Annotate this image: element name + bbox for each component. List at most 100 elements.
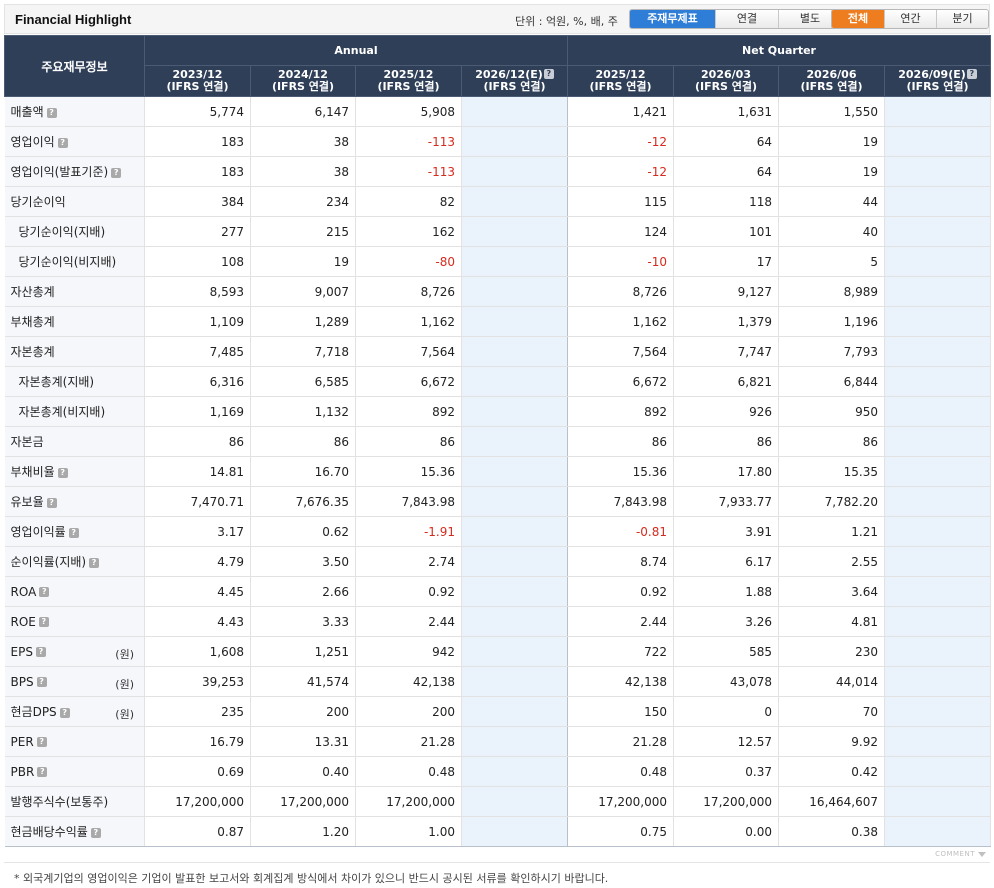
- period-quarter-button[interactable]: 분기: [936, 10, 988, 28]
- help-icon[interactable]: ?: [68, 527, 79, 538]
- table-cell: 1,379: [673, 306, 780, 337]
- table-cell: 17,200,000: [567, 786, 675, 817]
- table-cell: 0.38: [778, 816, 886, 847]
- table-cell: 3.91: [673, 516, 780, 547]
- row-label-cell: 순이익률(지배)?: [4, 546, 145, 577]
- statement-consolidated-button[interactable]: 연결: [715, 10, 778, 28]
- row-label: ROE: [10, 614, 36, 629]
- table-cell: -1.91: [355, 516, 462, 547]
- table-row: ROE? 4.43 3.33 2.44 2.44 3.26 4.81: [4, 606, 992, 637]
- table-cell: [884, 606, 992, 637]
- statement-separate-button[interactable]: 별도: [778, 10, 841, 28]
- table-cell: [461, 696, 569, 727]
- help-icon[interactable]: ?: [57, 467, 68, 478]
- table-cell: [461, 426, 569, 457]
- help-icon[interactable]: ?: [37, 767, 48, 777]
- row-label-cell: 당기순이익(지배): [4, 216, 145, 247]
- table-cell: [461, 156, 569, 187]
- help-icon[interactable]: ?: [46, 497, 57, 508]
- table-cell: [884, 756, 992, 787]
- help-icon[interactable]: ?: [57, 137, 68, 148]
- table-row: EPS? (원) 1,608 1,251 942 722 585 230: [4, 636, 992, 667]
- column-header: 2023/12 (IFRS 연결): [144, 65, 251, 97]
- table-cell: [884, 336, 992, 367]
- table-cell: [461, 336, 569, 367]
- table-cell: -10: [567, 246, 675, 277]
- table-cell: 86: [673, 426, 780, 457]
- comment-toggle[interactable]: COMMENT: [935, 850, 986, 858]
- column-basis: (IFRS 연결): [800, 80, 863, 93]
- help-icon[interactable]: ?: [59, 707, 70, 718]
- help-icon[interactable]: ?: [36, 677, 47, 687]
- table-cell: 1,109: [144, 306, 251, 337]
- row-label-cell: 부채총계: [4, 306, 145, 337]
- period-all-button[interactable]: 전체: [832, 10, 884, 28]
- column-basis: (IFRS 연결): [906, 80, 969, 93]
- table-cell: 40: [778, 216, 886, 247]
- row-label: 자본총계(지배): [18, 375, 95, 389]
- help-icon[interactable]: ?: [46, 107, 57, 118]
- table-cell: -113: [355, 126, 462, 157]
- table-cell: 6,672: [567, 366, 675, 397]
- table-cell: 1,162: [355, 306, 462, 337]
- table-cell: 64: [673, 156, 780, 187]
- table-cell: 7,718: [250, 336, 356, 367]
- help-icon[interactable]: ?: [35, 647, 46, 657]
- table-cell: 6,316: [144, 366, 251, 397]
- row-label: EPS: [10, 644, 33, 659]
- help-icon[interactable]: ?: [111, 167, 122, 178]
- table-cell: 0.40: [250, 756, 356, 787]
- row-label: 발행주식수(보통주): [10, 795, 109, 809]
- table-cell: 6,147: [250, 96, 356, 127]
- table-cell: [884, 666, 992, 697]
- help-icon[interactable]: ?: [39, 587, 50, 597]
- row-label-cell: 영업이익률?: [4, 516, 145, 547]
- help-icon[interactable]: ?: [89, 557, 100, 568]
- row-label-cell: 자산총계: [4, 276, 145, 307]
- table-cell: 17: [673, 246, 780, 277]
- table-cell: 86: [250, 426, 356, 457]
- help-icon[interactable]: ?: [90, 827, 101, 838]
- table-row: 자산총계 8,593 9,007 8,726 8,726 9,127 8,989: [4, 276, 992, 307]
- table-cell: 0.48: [355, 756, 462, 787]
- table-cell: [884, 366, 992, 397]
- table-cell: 17.80: [673, 456, 780, 487]
- help-icon[interactable]: ?: [543, 69, 554, 79]
- table-cell: 0.00: [673, 816, 780, 847]
- help-icon[interactable]: ?: [38, 617, 49, 627]
- help-icon[interactable]: ?: [966, 69, 977, 79]
- help-icon[interactable]: ?: [36, 737, 47, 747]
- table-cell: 7,676.35: [250, 486, 356, 517]
- table-cell: [884, 786, 992, 817]
- statement-main-button[interactable]: 주재무제표: [630, 10, 715, 28]
- table-cell: 4.81: [778, 606, 886, 637]
- table-row: 현금DPS? (원) 235 200 200 150 0 70: [4, 696, 992, 727]
- table-cell: 3.50: [250, 546, 356, 577]
- table-cell: 108: [144, 246, 251, 277]
- row-label-cell: 자본금: [4, 426, 145, 457]
- row-label: 당기순이익(지배): [18, 225, 106, 239]
- table-cell: 8,726: [355, 276, 462, 307]
- table-cell: 124: [567, 216, 675, 247]
- table-cell: [461, 666, 569, 697]
- row-label: 당기순이익(비지배): [18, 255, 117, 269]
- table-cell: 39,253: [144, 666, 251, 697]
- period-toggle: 전체 연간 분기: [831, 9, 989, 29]
- table-cell: [884, 246, 992, 277]
- period-annual-button[interactable]: 연간: [884, 10, 936, 28]
- table-cell: 3.33: [250, 606, 356, 637]
- table-cell: 8,726: [567, 276, 675, 307]
- column-period: 2025/12: [595, 68, 646, 81]
- table-cell: 6,821: [673, 366, 780, 397]
- column-header: 2026/03 (IFRS 연결): [673, 65, 780, 97]
- row-label: PBR: [10, 764, 35, 779]
- column-period: 2026/09(E): [898, 68, 966, 81]
- annual-group-header: Annual: [143, 35, 569, 66]
- table-row: 자본금 86 86 86 86 86 86: [4, 426, 992, 457]
- table-cell: 6,672: [355, 366, 462, 397]
- table-cell: 44,014: [778, 666, 886, 697]
- table-cell: [884, 426, 992, 457]
- table-cell: 1.88: [673, 576, 780, 607]
- table-cell: [461, 816, 569, 847]
- table-row: 현금배당수익률? 0.87 1.20 1.00 0.75 0.00 0.38: [4, 816, 992, 847]
